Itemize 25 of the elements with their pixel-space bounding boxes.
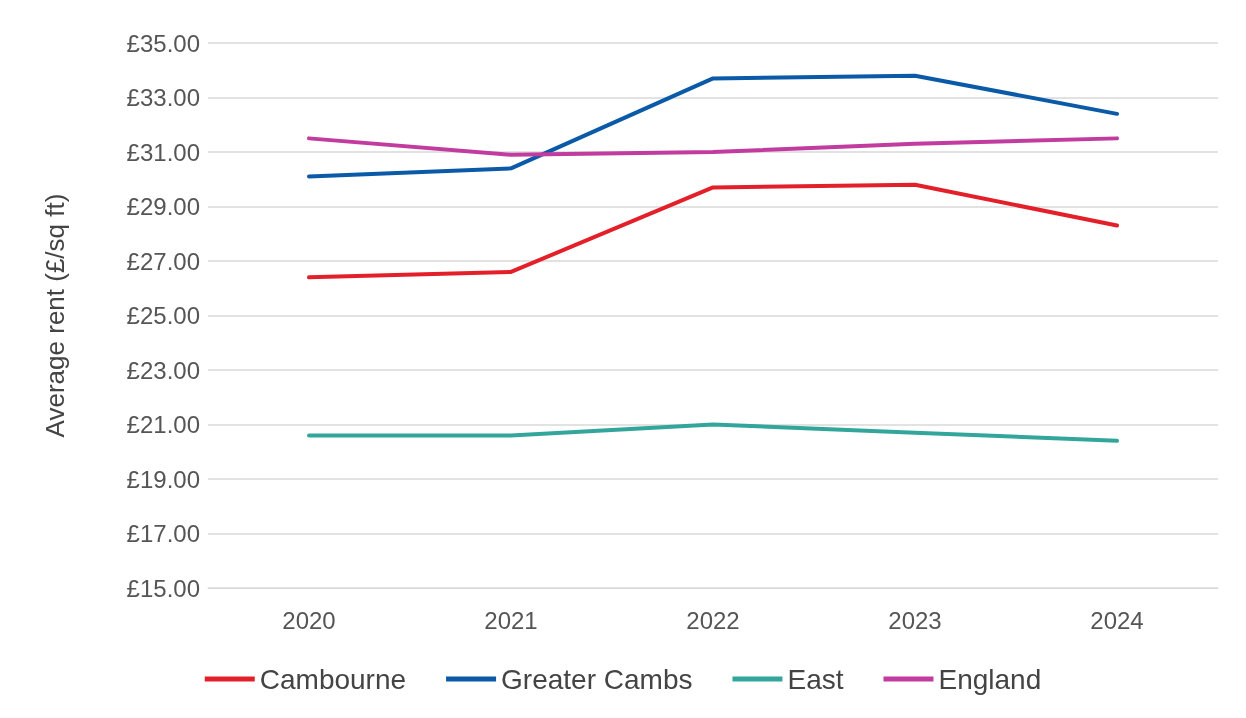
y-tick-label: £23.00 bbox=[126, 356, 200, 384]
legend-label: East bbox=[787, 663, 844, 695]
x-tick-label: 2023 bbox=[888, 606, 942, 634]
x-tick-label: 2021 bbox=[484, 606, 538, 634]
line-series bbox=[307, 73, 1119, 179]
line-series bbox=[307, 182, 1119, 280]
x-tick-label: 2022 bbox=[686, 606, 740, 634]
y-axis-title: Average rent (£/sq ft) bbox=[40, 193, 70, 438]
x-tick-label: 2020 bbox=[282, 606, 336, 634]
y-tick-label: £29.00 bbox=[126, 193, 200, 220]
y-tick-label: £17.00 bbox=[126, 520, 200, 547]
y-tick-label: £27.00 bbox=[126, 247, 200, 275]
x-tick-label: 2024 bbox=[1090, 606, 1144, 634]
line-series bbox=[307, 136, 1119, 157]
y-tick-label: £33.00 bbox=[126, 84, 200, 111]
y-tick-label: £15.00 bbox=[126, 574, 200, 602]
y-tick-label: £19.00 bbox=[126, 465, 200, 493]
y-tick-label: £21.00 bbox=[126, 411, 200, 438]
y-tick-label: £31.00 bbox=[126, 138, 200, 166]
y-tick-label: £35.00 bbox=[126, 29, 200, 57]
legend-label: Cambourne bbox=[259, 663, 407, 695]
legend-label: England bbox=[938, 663, 1042, 695]
legend-label: Greater Cambs bbox=[501, 663, 693, 695]
line-series bbox=[307, 422, 1119, 443]
y-tick-label: £25.00 bbox=[126, 302, 200, 329]
